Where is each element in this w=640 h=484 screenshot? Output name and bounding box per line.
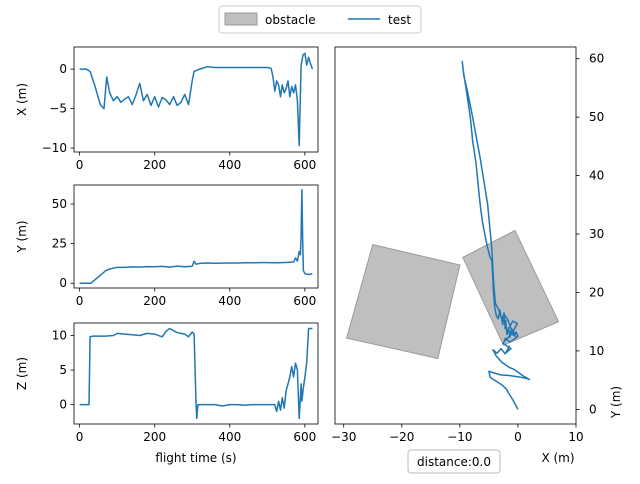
axes-frame [334,46,577,425]
y-tick-label: 25 [52,237,67,251]
x-tick-label: 400 [218,158,241,172]
axes-frame [73,322,319,425]
y-tick-label: 0 [59,398,67,412]
x-tick-label: 200 [143,158,166,172]
y-tick-label: 40 [589,169,604,183]
obstacle-1 [345,244,461,360]
x-tick-label: 0 [76,294,84,308]
panel-4: −30 −20 −10 0 10 0 10 20 30 40 50 60 Y (m) X (m) [331,46,623,465]
x-tick-label: 600 [293,158,316,172]
distance-box-frame [407,449,501,474]
legend: obstacle test [218,5,422,34]
x-tick-label: 200 [143,294,166,308]
x-tick-label: 600 [293,430,316,444]
series-line-2-1 [79,189,313,284]
series-line-3-1 [79,327,313,420]
y-axis-label: X (m) [15,83,29,116]
axes-frame [73,184,319,289]
x-tick-label: 600 [293,294,316,308]
x-tick-label: −10 [447,430,472,444]
x-axis-label: X (m) [541,451,574,465]
y-tick-label: 10 [52,328,67,342]
x-tick-label: 200 [143,430,166,444]
obstacle-2 [462,229,560,346]
y-tick-label: 50 [589,110,604,124]
x-tick-label: 0 [514,430,522,444]
legend-test-label: test [388,13,411,27]
y-tick-label: 0 [59,276,67,290]
panel-1: 0 200 400 600 0 −5 −10 X (m) [15,46,319,172]
legend-obstacle-label: obstacle [265,13,316,27]
panel-3: 0 200 400 600 0 5 10 Z (m) flight time (s) [15,322,319,465]
legend-frame [218,5,422,34]
y-tick-label: 0 [589,402,597,416]
y-tick-label: 5 [59,363,67,377]
y-tick-label: −10 [42,141,67,155]
y-tick-label: 20 [589,285,604,299]
x-tick-label: 0 [76,430,84,444]
x-axis-label: flight time (s) [155,451,236,465]
x-tick-label: −20 [389,430,414,444]
y-tick-label: 10 [589,344,604,358]
series-line-1-1 [79,52,314,147]
x-tick-label: 400 [218,294,241,308]
y-tick-label: −5 [49,102,67,116]
y-tick-label: 50 [52,197,67,211]
y-tick-label: 60 [589,52,604,66]
x-tick-label: 0 [76,158,84,172]
y-axis-label: Z (m) [15,357,29,390]
distance-box: distance:0.0 [407,449,501,474]
distance-label: distance:0.0 [417,455,491,469]
y-axis-label: Y (m) [15,220,29,253]
y-axis-label: Y (m) [609,386,623,419]
x-tick-label: 400 [218,430,241,444]
y-tick-label: 0 [59,62,67,76]
axes-frame [73,46,319,153]
series-line-4-1 [461,60,531,410]
x-tick-label: −30 [331,430,356,444]
legend-obstacle-swatch [224,12,258,26]
y-tick-label: 30 [589,227,604,241]
panel-2: 0 200 400 600 0 25 50 Y (m) [15,184,319,308]
x-tick-label: 10 [568,430,583,444]
